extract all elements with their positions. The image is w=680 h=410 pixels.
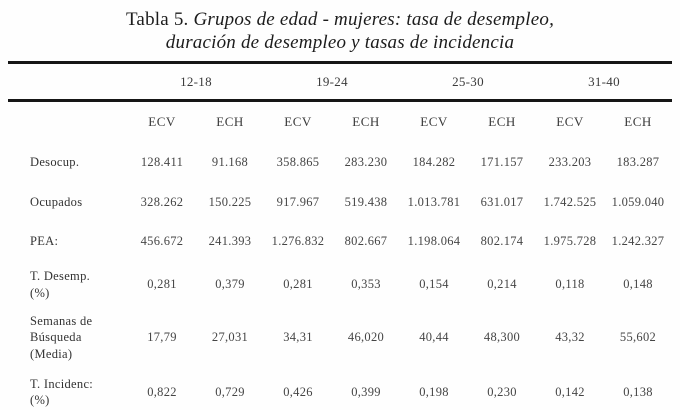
cell-value: 48,300 — [483, 330, 521, 344]
cell-value: 802.174 — [480, 234, 524, 248]
cell-value: 0,822 — [147, 384, 177, 399]
cell-value: 46,020 — [347, 330, 385, 344]
cell-value: 0,399 — [351, 384, 381, 399]
cell-value: 1.198.064 — [407, 234, 461, 248]
age-group-header: 12-18 — [180, 73, 212, 89]
survey-header: ECV — [556, 114, 584, 129]
cell-value: 128.411 — [140, 154, 184, 169]
table-row: T. Incidenc: (%) 0,822 0,729 0,426 0,399… — [8, 367, 672, 410]
row-label: Ocupados — [30, 194, 83, 209]
survey-header: ECV — [420, 114, 448, 129]
cell-value: 0,118 — [555, 277, 585, 291]
age-group-header: 25-30 — [452, 73, 484, 89]
cell-value: 1.242.327 — [611, 234, 665, 248]
cell-value: 0,138 — [623, 384, 653, 399]
cell-value: 233.203 — [548, 154, 592, 169]
cell-value: 1.975.728 — [543, 234, 597, 248]
cell-value: 0,154 — [419, 277, 449, 291]
cell-value: 0,353 — [351, 277, 381, 291]
cell-value: 0,379 — [215, 277, 245, 291]
table-row: Semanas de Búsqueda (Media) 17,79 27,031… — [8, 308, 672, 367]
cell-value: 1.013.781 — [407, 194, 461, 209]
cell-value: 17,79 — [147, 330, 177, 344]
age-group-header: 19-24 — [316, 73, 348, 89]
cell-value: 27,031 — [211, 330, 249, 344]
row-label: T. Incidenc: (%) — [30, 376, 94, 407]
age-group-header: 31-40 — [588, 73, 620, 89]
cell-value: 171.157 — [480, 154, 524, 169]
cell-value: 150.225 — [208, 194, 252, 209]
row-label: T. Desemp. (%) — [30, 269, 91, 300]
row-label: PEA: — [30, 234, 59, 249]
corner-cell — [8, 101, 128, 143]
survey-header: ECH — [624, 114, 652, 129]
cell-value: 917.967 — [276, 194, 320, 209]
cell-value: 43,32 — [555, 330, 585, 344]
age-group-header-row: 12-18 19-24 25-30 31-40 — [8, 62, 672, 101]
cell-value: 183.287 — [616, 154, 660, 169]
cell-value: 55,602 — [619, 330, 657, 344]
cell-value: 456.672 — [140, 234, 184, 248]
cell-value: 1.276.832 — [271, 234, 325, 248]
survey-header: ECV — [284, 114, 312, 129]
cell-value: 0,198 — [419, 384, 449, 399]
survey-header: ECV — [148, 114, 176, 129]
table-title-prefix: Tabla 5. — [125, 9, 194, 30]
table-row: Desocup. 128.411 91.168 358.865 283.230 … — [8, 142, 672, 182]
table-title-line2: duración de desempleo y tasas de inciden… — [165, 32, 515, 53]
cell-value: 34,31 — [283, 330, 313, 344]
cell-value: 184.282 — [412, 154, 456, 169]
data-table: 12-18 19-24 25-30 31-40 ECV ECH ECV ECH … — [8, 61, 672, 410]
cell-value: 283.230 — [344, 154, 388, 169]
cell-value: 1.059.040 — [611, 194, 665, 209]
cell-value: 40,44 — [419, 330, 449, 344]
survey-header: ECH — [352, 114, 380, 129]
row-label: Semanas de Búsqueda (Media) — [30, 314, 93, 361]
cell-value: 519.438 — [344, 194, 388, 209]
cell-value: 241.393 — [208, 234, 252, 248]
cell-value: 0,426 — [283, 384, 313, 399]
table-title-line1: Grupos de edad - mujeres: tasa de desemp… — [193, 9, 555, 30]
cell-value: 0,214 — [487, 277, 517, 291]
cell-value: 0,148 — [623, 277, 653, 291]
survey-header-row: ECV ECH ECV ECH ECV ECH ECV ECH — [8, 101, 672, 143]
corner-cell — [8, 63, 128, 101]
table-row: Ocupados 328.262 150.225 917.967 519.438… — [8, 182, 672, 222]
cell-value: 0,230 — [487, 384, 517, 399]
cell-value: 802.667 — [344, 234, 388, 248]
cell-value: 0,729 — [215, 384, 245, 399]
cell-value: 631.017 — [480, 194, 524, 209]
cell-value: 358.865 — [276, 154, 320, 169]
table-row: T. Desemp. (%) 0,281 0,379 0,281 0,353 0… — [8, 261, 672, 308]
cell-value: 0,281 — [283, 277, 313, 291]
cell-value: 91.168 — [211, 154, 249, 169]
cell-value: 1.742.525 — [543, 194, 597, 209]
cell-value: 328.262 — [140, 194, 184, 209]
row-label: Desocup. — [30, 154, 80, 169]
cell-value: 0,281 — [147, 277, 177, 291]
table-title: Tabla 5. Grupos de edad - mujeres: tasa … — [0, 0, 680, 54]
survey-header: ECH — [488, 114, 516, 129]
cell-value: 0,142 — [555, 384, 585, 399]
survey-header: ECH — [216, 114, 244, 129]
table-row: PEA: 456.672 241.393 1.276.832 802.667 1… — [8, 222, 672, 261]
